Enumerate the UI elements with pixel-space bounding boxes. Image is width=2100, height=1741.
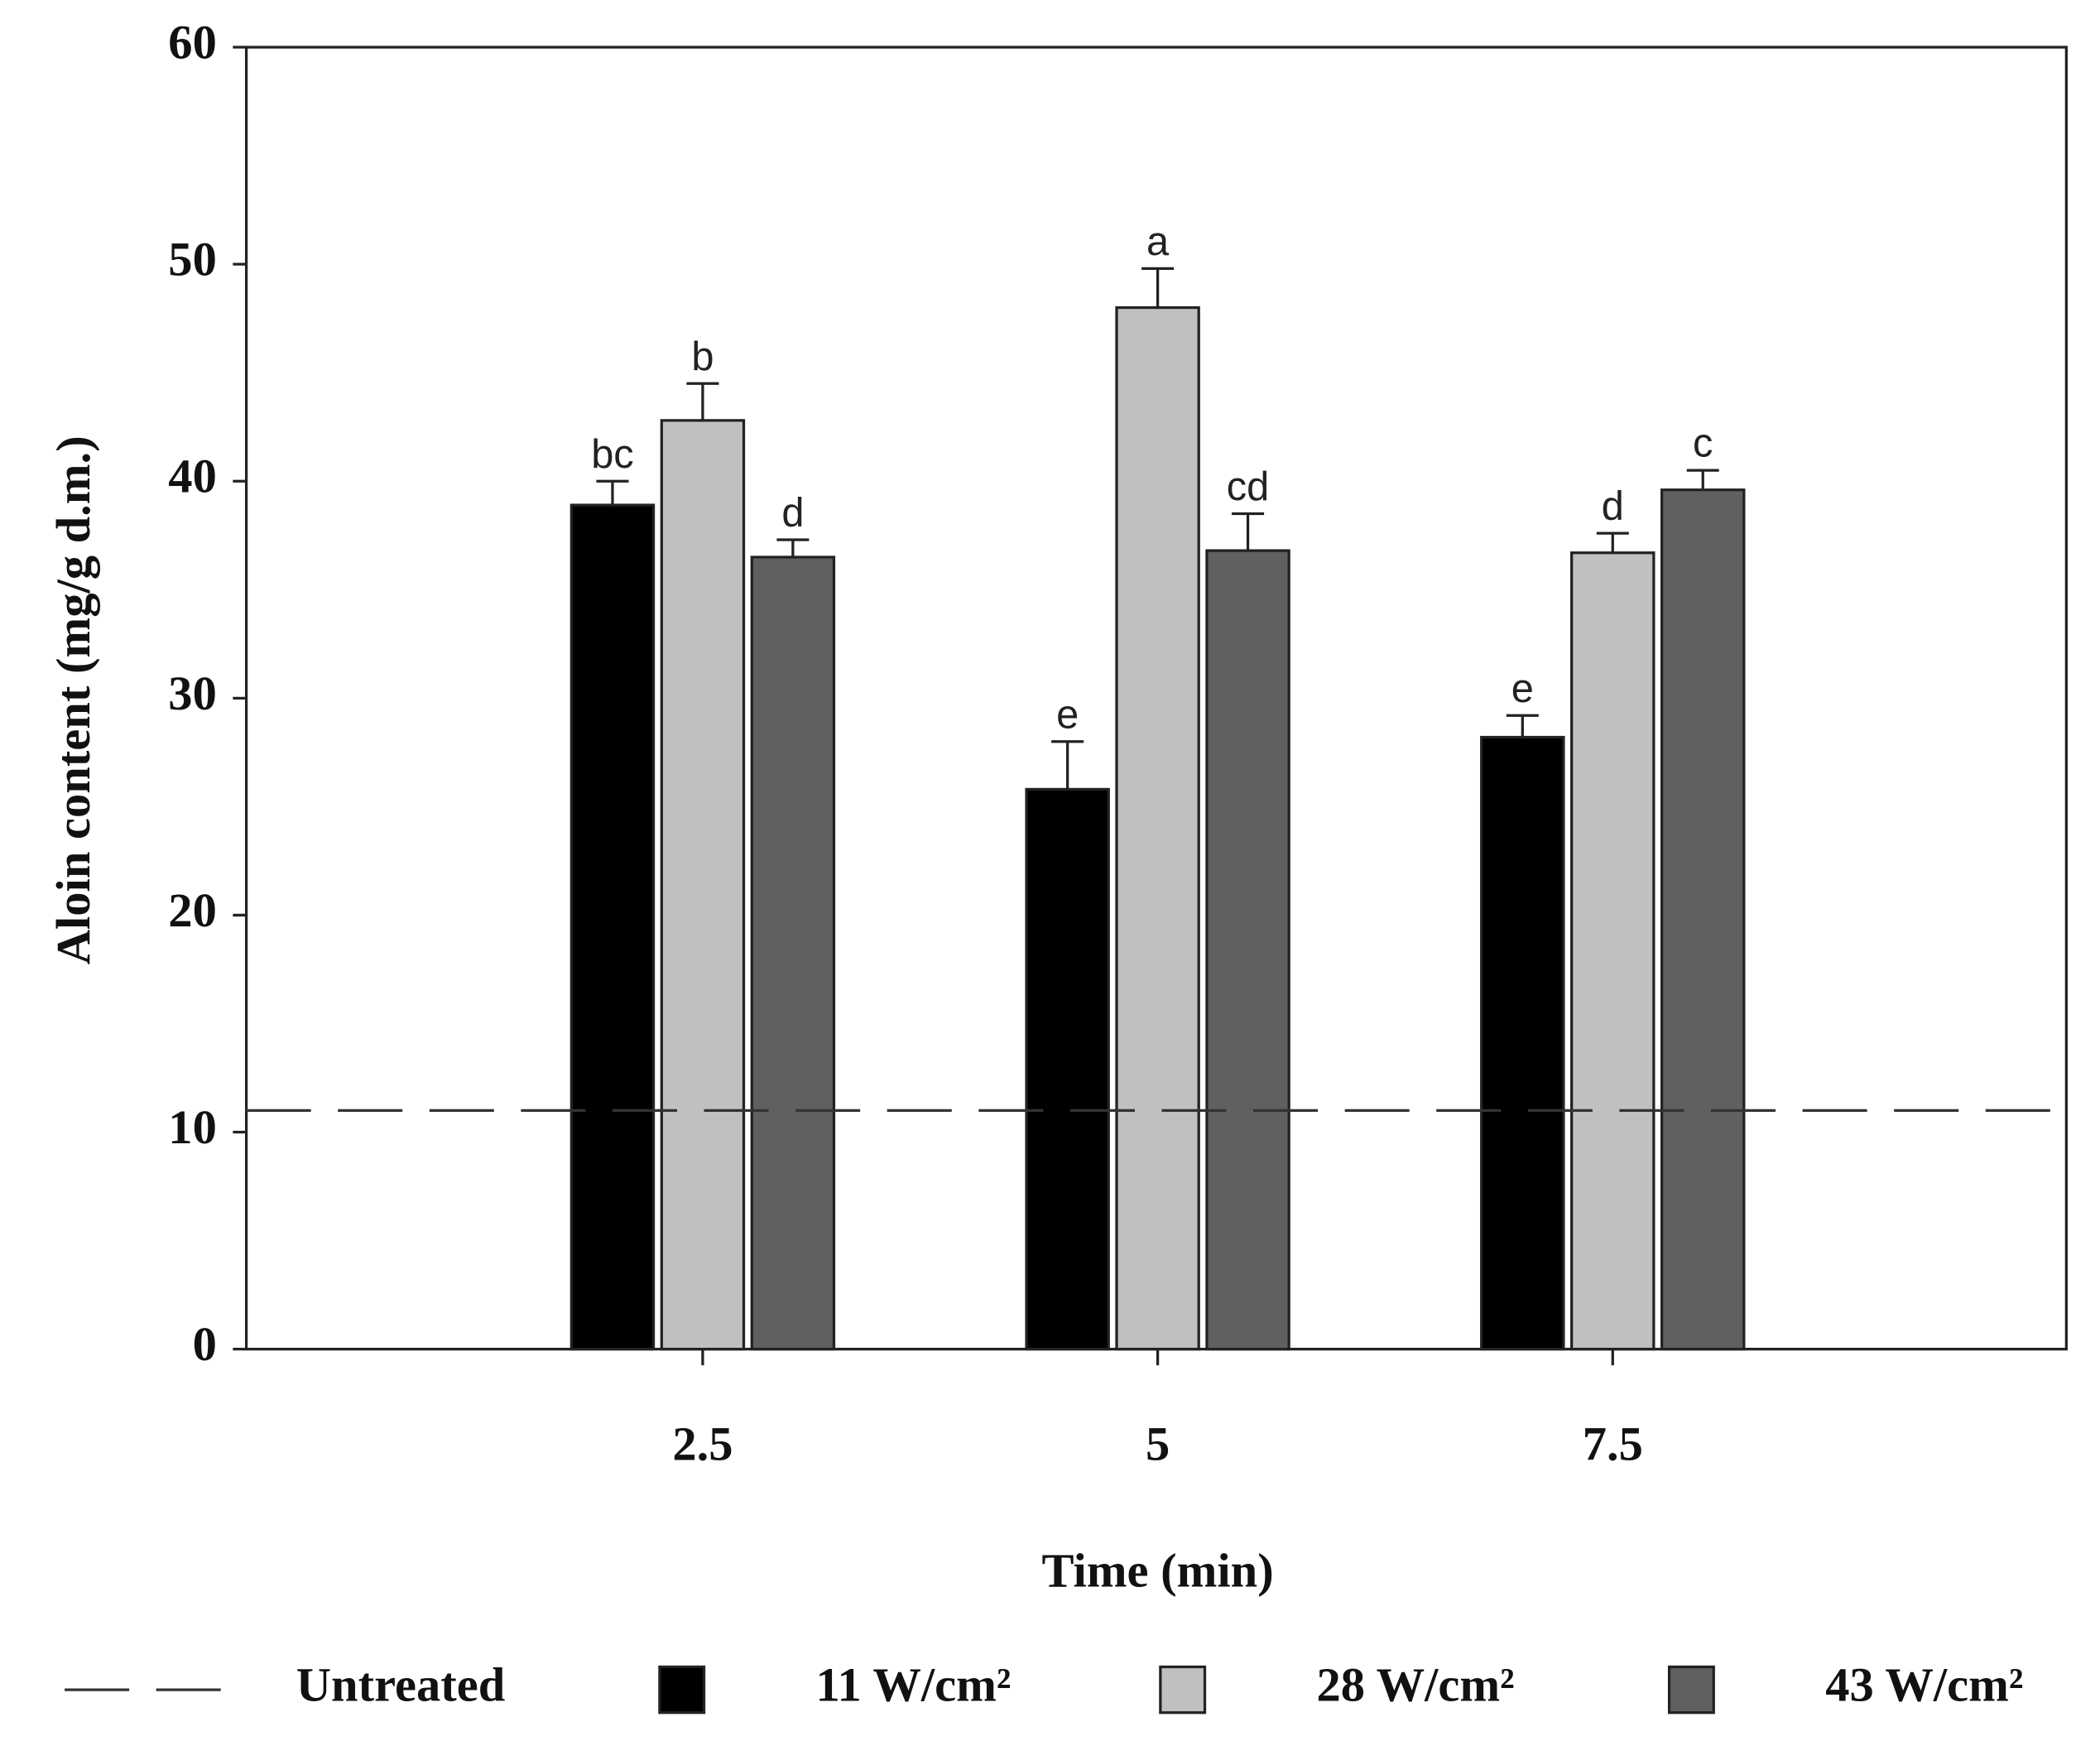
significance-label: d [1602,484,1624,529]
legend-swatch [658,1665,706,1715]
error-bar [1596,531,1629,553]
y-tick-label: 0 [193,1317,217,1371]
significance-label: a [1146,219,1170,264]
legend-swatch [1667,1665,1715,1715]
y-tick-label: 10 [168,1100,217,1154]
significance-label: c [1693,421,1713,466]
error-bar [776,538,810,557]
error-bar [686,382,719,421]
x-tick-label: 7.5 [1583,1416,1643,1470]
bar [1115,305,1200,1351]
legend-label: 11 W/cm² [816,1658,1012,1712]
error-bar [1232,512,1265,551]
significance-label: d [781,491,804,536]
x-tick-label: 5 [1146,1416,1170,1470]
error-bar [1051,740,1084,790]
bar [750,555,836,1351]
y-tick-label: 30 [168,666,217,720]
legend-label: 43 W/cm² [1825,1658,2023,1712]
bar [1660,488,1746,1351]
y-tick-label: 60 [168,15,217,69]
error-bar [1506,714,1539,738]
x-tick-label: 2.5 [672,1416,733,1470]
significance-label: e [1511,666,1534,711]
legend-label: 28 W/cm² [1317,1658,1515,1712]
significance-label: cd [1227,464,1270,509]
error-bar [1141,267,1175,308]
y-axis-title: Aloin content (mg/g d.m.) [46,435,100,964]
error-bar [596,479,629,506]
bar [1570,551,1655,1351]
bar [660,419,746,1351]
significance-label: b [691,334,714,379]
bar [1480,735,1565,1351]
significance-label: bc [591,432,634,477]
y-tick-label: 20 [168,883,217,937]
legend-label: Untreated [296,1658,506,1712]
bar [1205,549,1290,1351]
x-axis-title: Time (min) [1042,1543,1274,1597]
legend-swatch [1159,1665,1207,1715]
error-bar [1686,469,1719,490]
bar [1025,787,1110,1351]
y-tick-label: 40 [168,450,217,503]
significance-label: e [1056,692,1079,737]
y-tick-label: 50 [168,233,217,286]
bar [569,503,656,1351]
